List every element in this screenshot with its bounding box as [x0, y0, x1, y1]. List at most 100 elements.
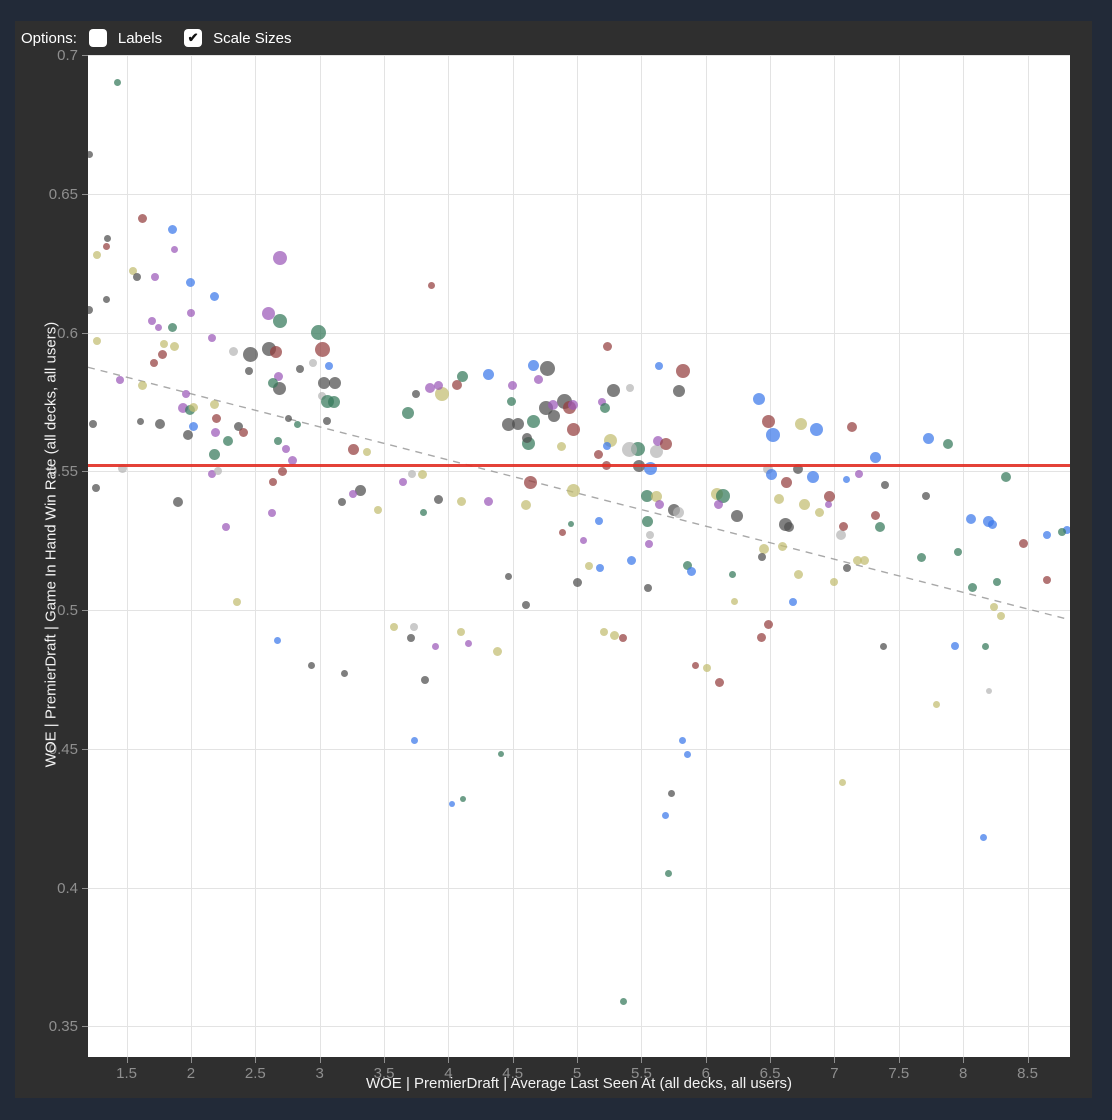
scatter-point[interactable]: [547, 399, 558, 410]
scatter-point[interactable]: [784, 521, 795, 532]
scatter-point[interactable]: [758, 544, 769, 555]
scatter-point[interactable]: [764, 619, 774, 629]
scatter-point[interactable]: [654, 500, 664, 510]
scatter-point[interactable]: [178, 402, 189, 413]
scatter-point[interactable]: [340, 670, 348, 678]
scatter-point[interactable]: [88, 306, 94, 315]
scatter-point[interactable]: [684, 750, 692, 758]
scatter-point[interactable]: [691, 662, 699, 670]
scatter-point[interactable]: [323, 417, 332, 426]
scatter-point[interactable]: [282, 445, 291, 454]
scatter-point[interactable]: [114, 79, 122, 87]
scatter-point[interactable]: [209, 291, 219, 301]
scatter-point[interactable]: [799, 499, 811, 511]
scatter-point[interactable]: [667, 789, 675, 797]
scatter-point[interactable]: [132, 273, 141, 282]
scatter-point[interactable]: [793, 463, 804, 474]
scatter-point[interactable]: [452, 380, 463, 391]
scatter-point[interactable]: [189, 422, 199, 432]
scatter-point[interactable]: [285, 415, 293, 423]
scatter-point[interactable]: [609, 630, 619, 640]
scatter-point[interactable]: [456, 497, 466, 507]
scatter-point[interactable]: [228, 347, 238, 357]
scatter-point[interactable]: [602, 442, 611, 451]
scatter-point[interactable]: [762, 414, 776, 428]
scatter-point[interactable]: [399, 478, 408, 487]
scatter-point[interactable]: [1063, 525, 1070, 534]
scatter-point[interactable]: [363, 447, 372, 456]
scatter-point[interactable]: [714, 500, 724, 510]
scatter-point[interactable]: [521, 600, 530, 609]
scatter-point[interactable]: [274, 436, 283, 445]
scatter-point[interactable]: [314, 341, 330, 357]
scatter-point[interactable]: [521, 433, 532, 444]
scatter-point[interactable]: [428, 281, 436, 289]
scatter-point[interactable]: [539, 361, 555, 377]
scatter-point[interactable]: [186, 278, 196, 288]
scatter-point[interactable]: [506, 397, 516, 407]
scatter-point[interactable]: [572, 577, 582, 587]
scatter-point[interactable]: [407, 633, 416, 642]
scatter-point[interactable]: [449, 801, 456, 808]
scatter-point[interactable]: [520, 499, 531, 510]
scatter-point[interactable]: [619, 633, 628, 642]
scatter-point[interactable]: [853, 555, 863, 565]
scatter-point[interactable]: [210, 427, 220, 437]
scatter-point[interactable]: [129, 267, 138, 276]
scatter-point[interactable]: [809, 423, 823, 437]
scatter-point[interactable]: [774, 494, 785, 505]
scatter-point[interactable]: [91, 483, 100, 492]
scatter-point[interactable]: [273, 637, 281, 645]
scatter-point[interactable]: [584, 561, 593, 570]
scatter-point[interactable]: [951, 642, 960, 651]
scatter-point[interactable]: [655, 361, 664, 370]
scatter-point[interactable]: [645, 539, 654, 548]
scatter-point[interactable]: [566, 484, 580, 498]
scatter-point[interactable]: [606, 384, 620, 398]
scatter-point[interactable]: [159, 339, 168, 348]
scatter-point[interactable]: [208, 449, 220, 461]
scatter-point[interactable]: [508, 380, 518, 390]
scatter-point[interactable]: [793, 569, 803, 579]
scatter-point[interactable]: [1042, 575, 1051, 584]
scatter-point[interactable]: [758, 553, 767, 562]
scatter-point[interactable]: [425, 383, 436, 394]
scatter-point[interactable]: [917, 552, 927, 562]
scatter-point[interactable]: [459, 795, 466, 802]
scatter-point[interactable]: [213, 467, 222, 476]
scatter-point[interactable]: [457, 628, 466, 637]
scatter-point[interactable]: [596, 564, 605, 573]
scatter-point[interactable]: [626, 555, 636, 565]
scatter-point[interactable]: [640, 490, 653, 503]
scatter-point[interactable]: [373, 506, 382, 515]
scatter-point[interactable]: [137, 380, 147, 390]
scatter-point[interactable]: [619, 997, 627, 1005]
scatter-point[interactable]: [965, 513, 976, 524]
scatter-point[interactable]: [272, 314, 287, 329]
scatter-point[interactable]: [239, 427, 249, 437]
scatter-point[interactable]: [675, 364, 690, 379]
scatter-point[interactable]: [580, 537, 587, 545]
scatter-point[interactable]: [679, 737, 687, 745]
scatter-point[interactable]: [324, 361, 333, 370]
scatter-point[interactable]: [294, 420, 302, 428]
scatter-point[interactable]: [181, 389, 190, 398]
scatter-point[interactable]: [879, 642, 887, 650]
scatter-point[interactable]: [715, 677, 725, 687]
scatter-point[interactable]: [173, 496, 184, 507]
scatter-point[interactable]: [170, 245, 178, 253]
scatter-point[interactable]: [183, 430, 194, 441]
scatter-point[interactable]: [824, 501, 832, 509]
scatter-point[interactable]: [1058, 528, 1067, 537]
scatter-point[interactable]: [327, 395, 340, 408]
scatter-point[interactable]: [673, 507, 685, 519]
plot-area[interactable]: [88, 55, 1070, 1057]
scatter-point[interactable]: [420, 509, 428, 517]
scatter-point[interactable]: [847, 421, 858, 432]
scatter-point[interactable]: [149, 359, 158, 368]
scatter-point[interactable]: [838, 522, 848, 532]
scatter-point[interactable]: [1019, 539, 1029, 548]
scatter-point[interactable]: [148, 317, 157, 326]
scatter-point[interactable]: [762, 463, 773, 474]
scatter-point[interactable]: [527, 360, 539, 372]
